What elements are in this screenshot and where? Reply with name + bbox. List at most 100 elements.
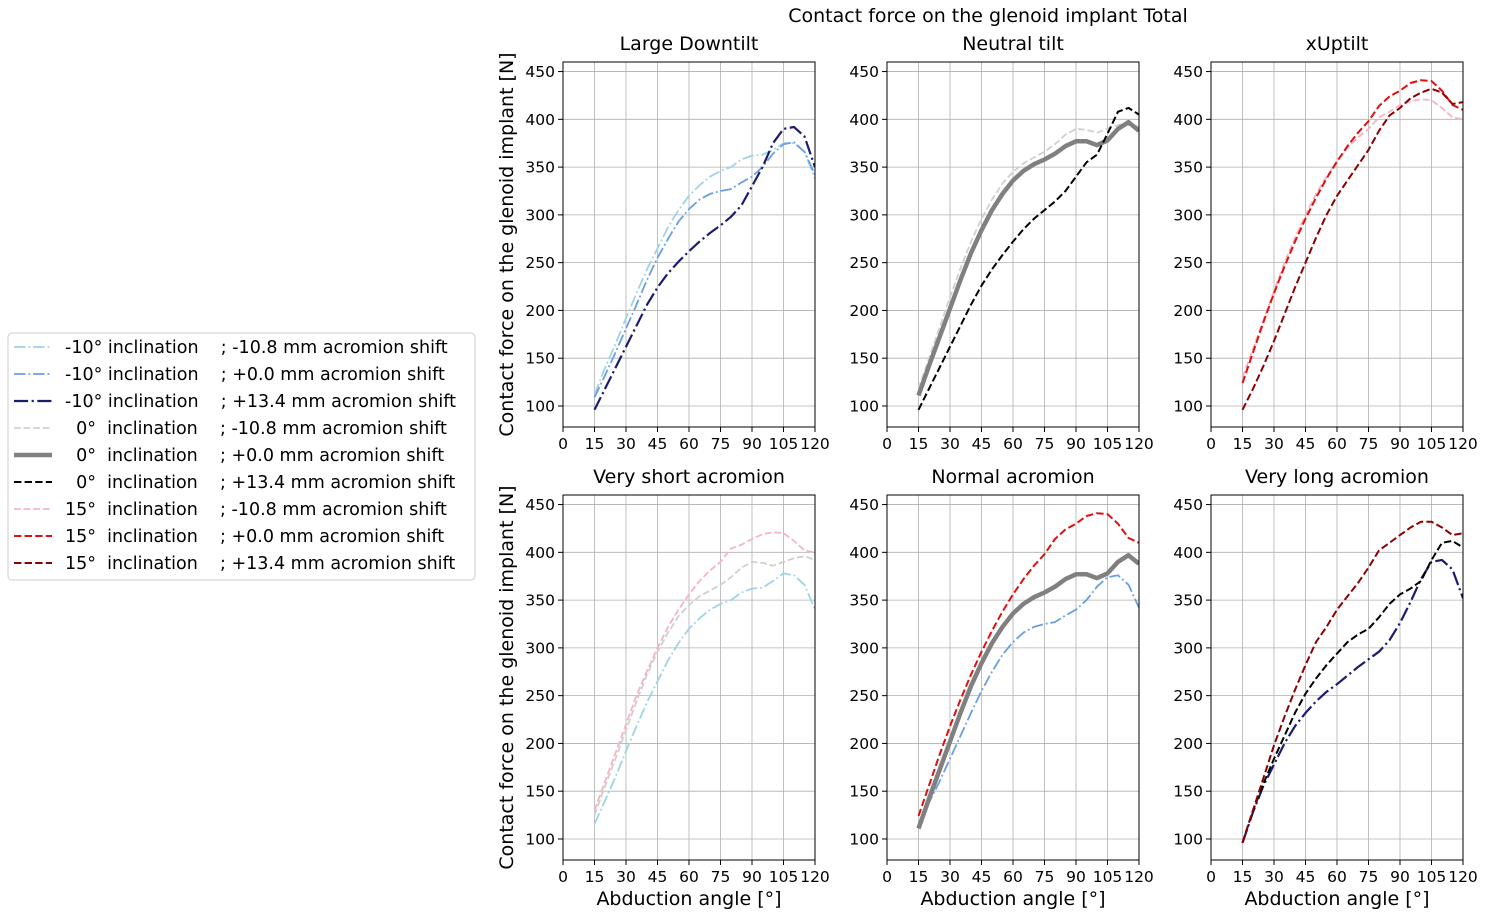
- y-tick-label: 150: [1173, 350, 1203, 368]
- y-tick-label: 100: [1173, 397, 1203, 415]
- subplot: 0 15 30 45 60 75 90 105 120 100 150 200 250 300 350 400…: [1173, 33, 1477, 453]
- series-line-z_s108: [593, 555, 815, 816]
- x-tick-label: 90: [742, 435, 762, 453]
- subplot-title: xUptilt: [1306, 33, 1369, 55]
- x-tick-label: 75: [1035, 868, 1055, 886]
- x-tick-label: 120: [800, 868, 830, 886]
- legend-label: 15° inclination ; +13.4 mm acromion shif…: [65, 554, 455, 574]
- y-tick-label: 450: [1173, 496, 1203, 514]
- series-line-m10_s108: [593, 572, 815, 825]
- y-tick-label: 300: [1173, 206, 1203, 224]
- subplot-title: Normal acromion: [931, 466, 1094, 488]
- x-tick-label: 105: [1093, 868, 1123, 886]
- subplot-title: Large Downtilt: [620, 33, 759, 55]
- x-tick-label: 45: [648, 868, 668, 886]
- x-tick-label: 15: [909, 435, 929, 453]
- y-tick-label: 100: [849, 397, 879, 415]
- series-line-m10_s0: [593, 141, 815, 398]
- y-tick-label: 250: [525, 254, 555, 272]
- y-tick-label: 200: [525, 735, 555, 753]
- x-tick-label: 0: [558, 868, 568, 886]
- x-tick-label: 90: [742, 868, 762, 886]
- legend-label: -10° inclination ; +13.4 mm acromion shi…: [65, 392, 456, 412]
- series-line-p15_s108: [593, 531, 815, 811]
- legend: -10° inclination ; -10.8 mm acromion shi…: [7, 332, 476, 581]
- x-tick-label: 30: [940, 435, 960, 453]
- x-tick-label: 75: [711, 435, 731, 453]
- y-tick-label: 200: [1173, 302, 1203, 320]
- x-tick-label: 15: [909, 868, 929, 886]
- subplot: 0 15 30 45 60 75 90 105 120 100 150 200 250 300 350 400…: [849, 466, 1153, 910]
- subplot: 0 15 30 45 60 75 90 105 120 100 150 200 250 300 350 400…: [496, 33, 830, 453]
- legend-entry: 15° inclination ; +13.4 mm acromion shif…: [14, 554, 455, 574]
- subplot-title: Very long acromion: [1245, 466, 1429, 488]
- legend-entry: 0° inclination ; -10.8 mm acromion shift: [14, 419, 447, 439]
- x-tick-label: 30: [616, 868, 636, 886]
- y-tick-label: 450: [849, 496, 879, 514]
- y-tick-label: 150: [525, 350, 555, 368]
- x-tick-label: 45: [972, 868, 992, 886]
- x-tick-label: 90: [1066, 868, 1086, 886]
- y-tick-label: 350: [1173, 159, 1203, 177]
- legend-entry: 15° inclination ; +0.0 mm acromion shift: [14, 527, 444, 547]
- x-tick-label: 0: [558, 435, 568, 453]
- x-axis-label: Abduction angle [°]: [1244, 888, 1429, 910]
- y-tick-label: 400: [1173, 544, 1203, 562]
- x-tick-label: 75: [1359, 435, 1379, 453]
- x-tick-label: 0: [1206, 435, 1216, 453]
- series-line-z_s0: [916, 119, 1139, 397]
- legend-entry: -10° inclination ; -10.8 mm acromion shi…: [14, 338, 448, 358]
- y-tick-label: 150: [525, 783, 555, 801]
- x-tick-label: 0: [1206, 868, 1216, 886]
- y-tick-label: 400: [525, 111, 555, 129]
- y-tick-label: 350: [525, 592, 555, 610]
- x-tick-label: 60: [679, 435, 699, 453]
- x-axis-label: Abduction angle [°]: [920, 888, 1105, 910]
- legend-label: 15° inclination ; +0.0 mm acromion shift: [65, 527, 444, 547]
- x-tick-label: 15: [585, 435, 605, 453]
- subplot: 0 15 30 45 60 75 90 105 120 100 150 200 250 300 350 400…: [849, 33, 1153, 453]
- y-tick-label: 450: [1173, 63, 1203, 81]
- y-tick-label: 100: [525, 830, 555, 848]
- series-line-p15_p134: [1241, 520, 1463, 844]
- x-tick-label: 120: [1124, 868, 1154, 886]
- y-tick-label: 250: [525, 687, 555, 705]
- y-tick-label: 200: [525, 302, 555, 320]
- legend-frame: [7, 332, 476, 581]
- x-tick-label: 30: [1264, 868, 1284, 886]
- x-tick-label: 45: [972, 435, 992, 453]
- x-tick-label: 90: [1066, 435, 1086, 453]
- subplot-title: Very short acromion: [593, 466, 785, 488]
- y-tick-label: 200: [1173, 735, 1203, 753]
- y-tick-label: 350: [849, 159, 879, 177]
- series-line-z_p134: [1241, 539, 1463, 844]
- y-tick-label: 100: [1173, 830, 1203, 848]
- x-tick-label: 75: [711, 868, 731, 886]
- y-tick-label: 100: [525, 397, 555, 415]
- y-tick-label: 250: [1173, 254, 1203, 272]
- y-tick-label: 400: [525, 544, 555, 562]
- x-tick-label: 30: [1264, 435, 1284, 453]
- x-tick-label: 15: [1233, 435, 1253, 453]
- x-tick-label: 45: [648, 435, 668, 453]
- x-tick-label: 120: [800, 435, 830, 453]
- x-tick-label: 120: [1448, 868, 1478, 886]
- legend-label: 0° inclination ; +0.0 mm acromion shift: [65, 446, 444, 466]
- x-tick-label: 75: [1035, 435, 1055, 453]
- x-tick-label: 0: [882, 868, 892, 886]
- x-tick-label: 105: [769, 435, 799, 453]
- y-axis-label: Contact force on the glenoid implant [N]: [496, 485, 518, 869]
- legend-label: 0° inclination ; -10.8 mm acromion shift: [65, 419, 447, 439]
- series-line-p15_s108: [1241, 98, 1463, 378]
- y-tick-label: 300: [525, 206, 555, 224]
- y-tick-label: 350: [525, 159, 555, 177]
- y-tick-label: 350: [1173, 592, 1203, 610]
- series-line-z_s0: [916, 552, 1139, 830]
- y-tick-label: 450: [525, 63, 555, 81]
- x-tick-label: 15: [585, 868, 605, 886]
- x-tick-label: 105: [1093, 435, 1123, 453]
- legend-entry: 0° inclination ; +0.0 mm acromion shift: [14, 446, 444, 466]
- legend-items: -10° inclination ; -10.8 mm acromion shi…: [14, 338, 456, 574]
- figure-title: Contact force on the glenoid implant Tot…: [788, 5, 1188, 27]
